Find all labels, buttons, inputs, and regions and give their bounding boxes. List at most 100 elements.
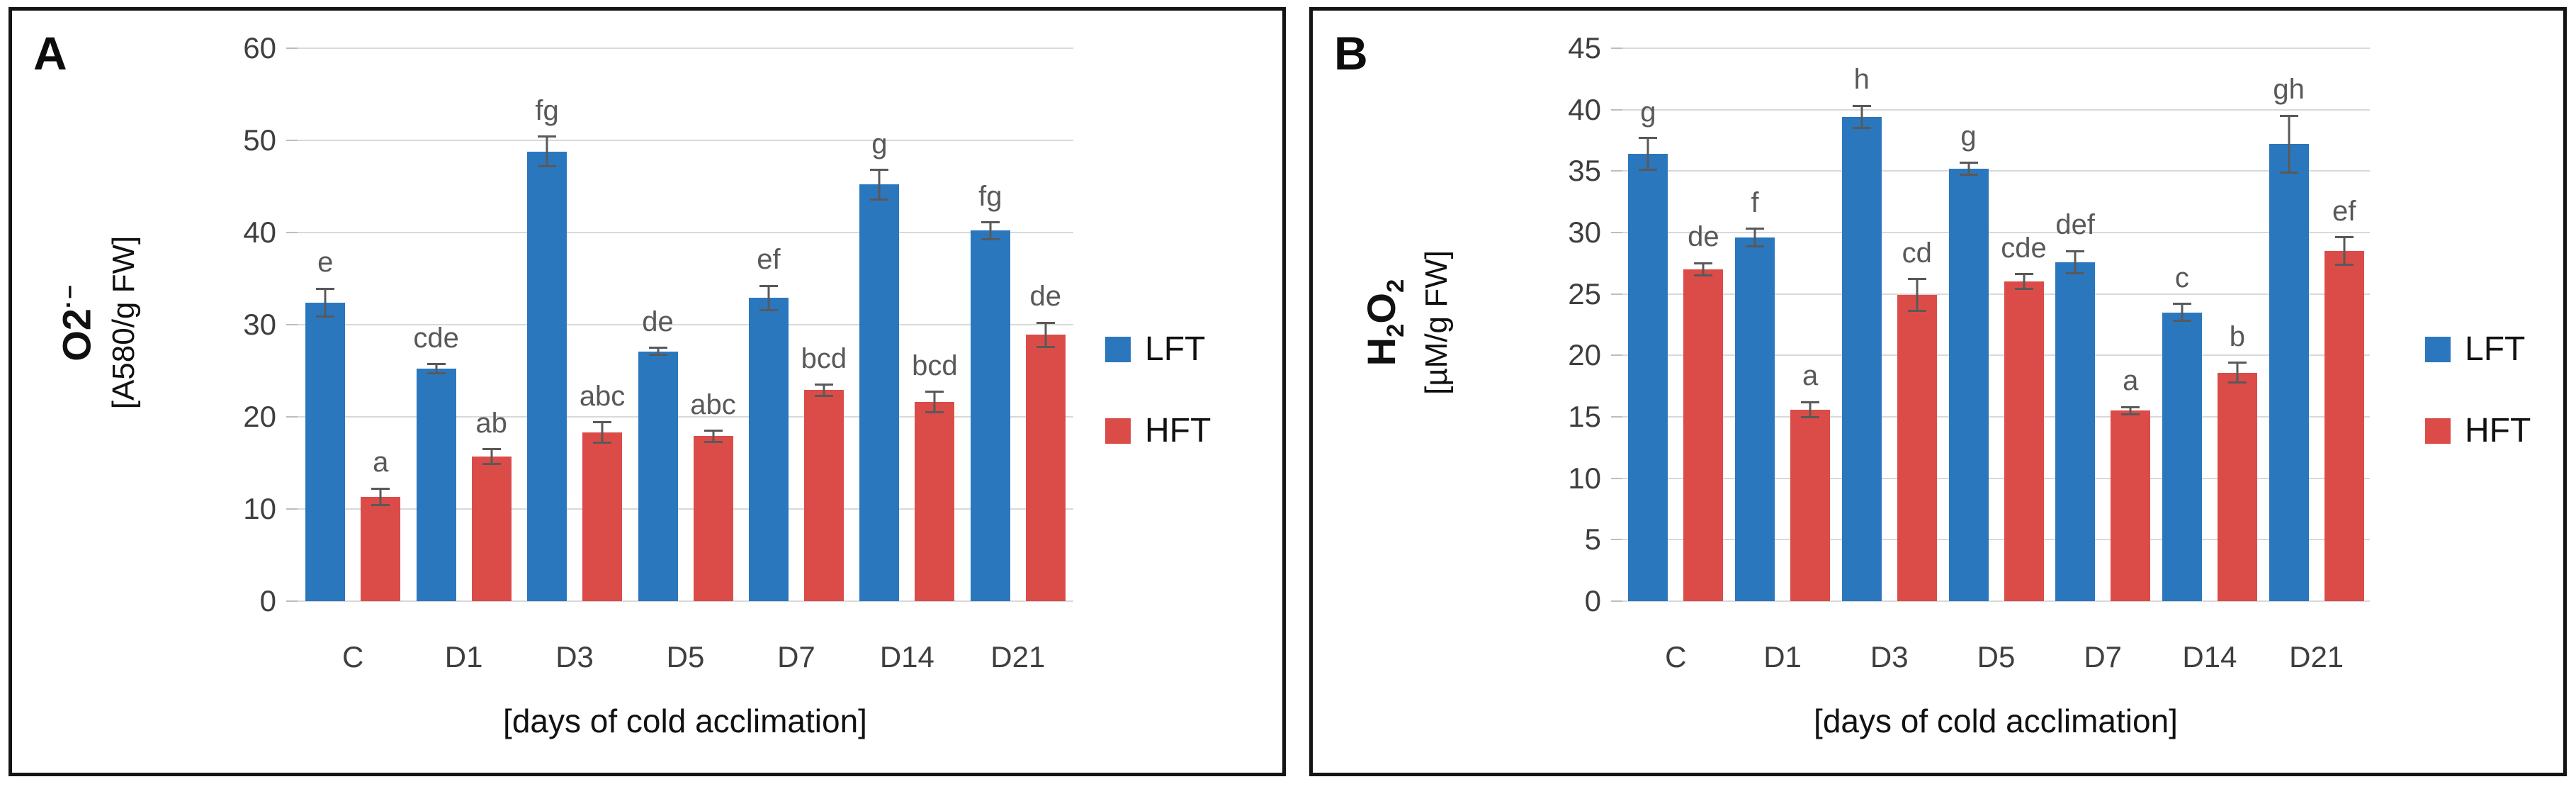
- significance-letter-hft-D5: abc: [690, 388, 736, 420]
- gridline-y-60: [298, 47, 1073, 49]
- significance-letter-lft-D1: f: [1751, 186, 1759, 218]
- significance-letter-lft-D7: def: [2055, 209, 2096, 240]
- bar-lft-D5: [638, 351, 678, 601]
- bar-hft-C: [361, 497, 401, 601]
- error-bar: [1753, 228, 1756, 247]
- error-bar-cap: [2279, 114, 2298, 117]
- y-axis-tick: [1611, 539, 1622, 541]
- error-bar-cap: [2066, 272, 2085, 274]
- x-tick-label-D5: D5: [666, 640, 705, 673]
- y-axis-tick: [286, 140, 298, 141]
- gridline-y-20: [298, 416, 1073, 418]
- x-tick-label-D1: D1: [1763, 640, 1802, 673]
- hft-color-swatch: [2425, 418, 2451, 444]
- error-bar: [823, 384, 825, 396]
- gridline-y-50: [298, 140, 1073, 141]
- bar-lft-C: [1628, 154, 1668, 601]
- bar-lft-D21: [2269, 144, 2309, 601]
- bar-lft-D7: [2055, 262, 2096, 601]
- error-bar-cap: [1746, 228, 1765, 230]
- error-bar-cap: [371, 504, 390, 507]
- error-bar: [435, 364, 438, 374]
- y-axis-unit: [A580/g FW]: [106, 235, 141, 410]
- legend-label-lft: LFT: [2465, 330, 2526, 368]
- y-tick-label-0: 0: [1584, 584, 1601, 617]
- lft-color-swatch: [2425, 336, 2451, 362]
- error-bar: [878, 169, 881, 200]
- error-bar-cap: [759, 284, 778, 287]
- x-tick-label-D3: D3: [555, 640, 594, 673]
- error-bar-cap: [1907, 310, 1926, 313]
- error-bar-cap: [2172, 303, 2191, 306]
- y-tick-label-40: 40: [243, 216, 276, 249]
- significance-letter-lft-D14: g: [871, 128, 888, 160]
- legend-label-lft: LFT: [1145, 330, 1206, 368]
- y-tick-label-60: 60: [243, 31, 276, 65]
- error-bar: [1646, 138, 1649, 170]
- y-tick-label-40: 40: [1568, 92, 1601, 126]
- bar-hft-D1: [1790, 409, 1831, 601]
- significance-letter-lft-D5: de: [642, 306, 674, 337]
- gridline-y-0: [298, 600, 1073, 602]
- error-bar-cap: [2014, 273, 2033, 276]
- error-bar: [1860, 106, 1863, 128]
- y-tick-label-5: 5: [1584, 522, 1601, 556]
- error-bar: [657, 347, 659, 355]
- significance-letter-hft-D1: a: [1802, 360, 1819, 392]
- y-axis-tick: [286, 232, 298, 233]
- bar-hft-D3: [1897, 295, 1937, 601]
- y-tick-label-20: 20: [1568, 338, 1601, 372]
- error-bar: [2074, 251, 2077, 274]
- bar-hft-D7: [2111, 410, 2151, 601]
- x-tick-label-D21: D21: [990, 640, 1046, 673]
- gridline-y-45: [1622, 47, 2370, 49]
- y-tick-label-35: 35: [1568, 154, 1601, 188]
- legend-item-lft: LFT: [2425, 330, 2525, 369]
- error-bar: [2288, 116, 2290, 173]
- significance-letter-hft-D3: cd: [1902, 237, 1932, 269]
- x-tick-label-C: C: [1665, 640, 1687, 673]
- error-bar-cap: [2227, 381, 2247, 384]
- error-bar: [2236, 362, 2239, 383]
- significance-letter-lft-D21: fg: [978, 180, 1002, 212]
- error-bar: [1916, 279, 1919, 311]
- y-tick-label-10: 10: [243, 492, 276, 525]
- significance-letter-hft-D5: cde: [2001, 232, 2047, 264]
- error-bar-cap: [814, 394, 833, 397]
- bar-hft-D5: [693, 436, 733, 601]
- y-axis-title-superoxide: O2·–: [54, 284, 99, 362]
- significance-letter-lft-D14: c: [2174, 262, 2189, 293]
- error-bar-cap: [1852, 127, 1871, 130]
- gridline-y-20: [1622, 354, 2370, 357]
- error-bar: [601, 422, 604, 443]
- x-tick-label-D7: D7: [2084, 640, 2123, 673]
- error-bar-cap: [759, 308, 778, 311]
- significance-letter-lft-C: g: [1640, 96, 1656, 128]
- panel-a-label: A: [33, 27, 67, 79]
- error-bar: [490, 449, 493, 464]
- y-tick-label-10: 10: [1568, 461, 1601, 495]
- error-bar-cap: [593, 421, 612, 424]
- y-axis-tick: [286, 416, 298, 418]
- y-axis-tick: [1611, 354, 1622, 357]
- error-bar-cap: [1801, 401, 1820, 403]
- y-tick-label-45: 45: [1568, 31, 1601, 65]
- error-bar-cap: [2066, 250, 2085, 252]
- x-axis-title: [days of cold acclimation]: [1814, 703, 2178, 739]
- significance-letter-hft-D21: ef: [2332, 195, 2356, 227]
- error-bar-cap: [1036, 321, 1055, 324]
- y-axis-tick: [1611, 600, 1622, 602]
- significance-letter-hft-D14: bcd: [912, 349, 958, 381]
- error-bar-cap: [1907, 278, 1926, 281]
- gridline-y-40: [298, 232, 1073, 233]
- y-tick-label-30: 30: [1568, 216, 1601, 249]
- error-bar-cap: [2172, 320, 2191, 323]
- bar-lft-D5: [1948, 168, 1989, 601]
- bar-lft-C: [305, 302, 346, 601]
- error-bar-cap: [1036, 345, 1055, 348]
- error-bar-cap: [1852, 104, 1871, 107]
